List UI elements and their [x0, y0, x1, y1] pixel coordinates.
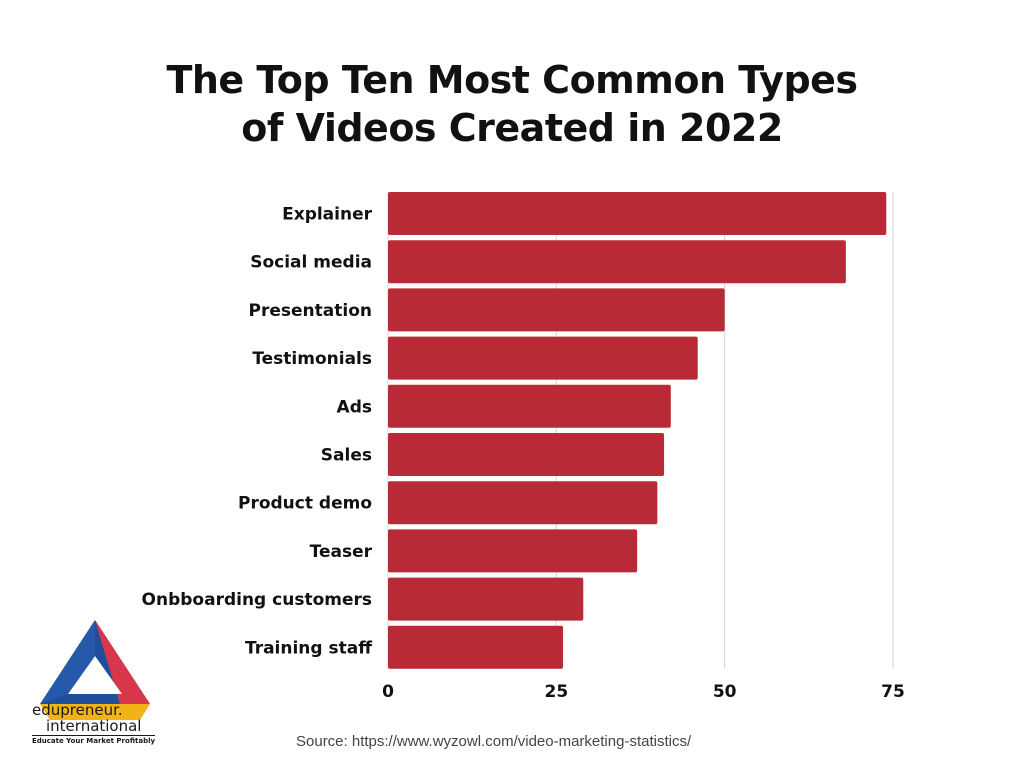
x-tick-label: 50	[713, 682, 737, 702]
category-label: Explainer	[282, 205, 373, 225]
bar	[388, 529, 638, 573]
bar	[388, 625, 564, 669]
bar	[388, 336, 698, 380]
chart-title-line-1: The Top Ten Most Common Types	[166, 58, 858, 102]
chart-title-line-2: of Videos Created in 2022	[241, 106, 783, 150]
bar	[388, 384, 671, 428]
category-label: Onbboarding customers	[142, 590, 372, 610]
source-note: Source: https://www.wyzowl.com/video-mar…	[296, 733, 692, 750]
bar	[388, 288, 725, 332]
bar	[388, 240, 846, 284]
bar	[388, 433, 665, 476]
bars	[388, 192, 887, 669]
logo-name-line-2: international	[46, 717, 142, 735]
bar	[388, 192, 887, 235]
category-label: Testimonials	[252, 349, 372, 369]
category-label: Product demo	[238, 494, 372, 514]
logo-tagline: Educate Your Market Profitably	[32, 735, 156, 745]
edupreneur-logo-icon	[40, 620, 150, 720]
x-axis-ticks: 0 25 50 75	[382, 682, 905, 702]
x-tick-label: 25	[544, 682, 568, 702]
category-label: Training staff	[245, 638, 372, 658]
category-labels: Explainer Social media Presentation Testimo…	[142, 205, 373, 659]
x-tick-label: 0	[382, 682, 394, 702]
logo-name-line-1: edupreneur.	[32, 701, 123, 719]
category-label: Teaser	[310, 542, 373, 562]
category-label: Presentation	[249, 301, 372, 321]
category-label: Sales	[321, 446, 372, 466]
bar	[388, 481, 658, 525]
category-label: Social media	[250, 253, 372, 273]
category-label: Ads	[337, 397, 372, 417]
logo-wordmark: edupreneur. international	[32, 702, 141, 734]
chart-title: The Top Ten Most Common Types of Videos …	[0, 56, 1024, 152]
x-tick-label: 75	[881, 682, 905, 702]
bar	[388, 577, 584, 621]
